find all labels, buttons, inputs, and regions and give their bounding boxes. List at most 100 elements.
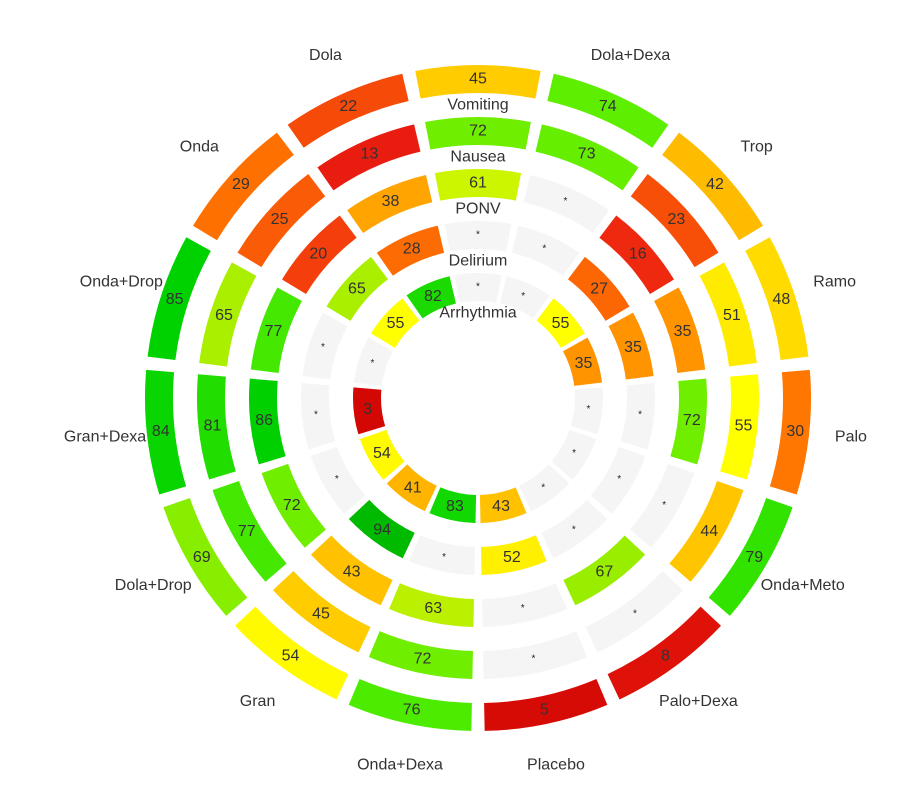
segment-value-label: *	[476, 282, 480, 293]
ring-segment-vomiting-6	[607, 606, 721, 700]
ring-segment-nausea-11	[197, 374, 236, 480]
ring-segment-ponv-4	[670, 378, 707, 465]
ring-segment-nausea-1	[535, 124, 639, 191]
ring-segment-delirium-11	[300, 383, 336, 450]
ring-segment-vomiting-2	[662, 132, 763, 241]
ring-segment-vomiting-12	[147, 237, 211, 361]
ring-segment-delirium-7	[480, 535, 547, 575]
segment-value-label: 3	[363, 401, 372, 418]
segment-value-label: 51	[723, 307, 741, 324]
segment-value-label: 67	[595, 563, 613, 580]
ring-segment-arrhythmia-7	[479, 487, 527, 523]
ring-segment-delirium-13	[326, 256, 389, 321]
ring-segment-ponv-11	[249, 378, 286, 465]
ring-segment-delirium-5	[590, 446, 646, 514]
segment-value-label: *	[442, 552, 446, 563]
ring-segment-nausea-9	[272, 571, 371, 653]
ring-segment-ponv-12	[250, 287, 302, 373]
ring-segment-nausea-4	[720, 374, 759, 480]
ring-segment-arrhythmia-10	[359, 429, 405, 480]
ring-segment-arrhythmia-8	[429, 487, 477, 523]
segment-value-label: 35	[674, 323, 692, 340]
ring-segment-ponv-0	[434, 169, 522, 201]
segment-value-label: 77	[265, 323, 283, 340]
ring-segment-delirium-10	[310, 446, 366, 514]
ring-segment-arrhythmia-14	[406, 276, 456, 319]
segment-value-label: 61	[469, 175, 487, 192]
segment-value-label: 73	[578, 146, 596, 163]
segment-value-label: *	[662, 500, 666, 511]
ring-segment-delirium-9	[348, 499, 415, 559]
treatment-label: Gran	[240, 693, 276, 710]
ring-segment-ponv-6	[563, 535, 646, 606]
segment-value-label: 54	[373, 445, 391, 462]
ring-segment-nausea-12	[199, 262, 257, 367]
segment-value-label: 54	[282, 648, 300, 665]
ring-segment-delirium-8	[409, 535, 476, 575]
ring-segment-vomiting-10	[163, 498, 248, 616]
segment-value-label: *	[541, 482, 545, 493]
ring-segment-nausea-10	[212, 480, 287, 582]
segment-value-label: 42	[706, 176, 724, 193]
treatment-label: Onda+Meto	[761, 577, 845, 594]
ring-segment-vomiting-3	[745, 237, 809, 361]
ring-segment-nausea-13	[237, 174, 326, 268]
segment-value-label: 43	[343, 563, 361, 580]
ring-name-label: PONV	[455, 201, 501, 218]
ring-segment-ponv-10	[261, 463, 326, 548]
ring-segment-ponv-13	[282, 215, 357, 295]
treatment-label: Trop	[741, 139, 773, 156]
ring-segment-arrhythmia-9	[386, 464, 437, 512]
segment-value-label: 35	[575, 355, 593, 372]
ring-segment-delirium-12	[302, 312, 348, 380]
ring-segment-nausea-7	[483, 631, 588, 679]
segment-value-label: 38	[382, 193, 400, 210]
segment-value-label: 81	[204, 417, 222, 434]
segment-value-label: *	[532, 654, 536, 665]
segment-value-label: 28	[403, 241, 421, 258]
segment-value-label: 45	[469, 71, 487, 88]
segment-value-label: *	[321, 342, 325, 353]
segment-value-label: 83	[446, 498, 464, 515]
ring-segment-delirium-0	[444, 220, 512, 252]
segment-value-label: 44	[700, 523, 718, 540]
segment-value-label: 43	[492, 498, 510, 515]
segment-value-label: 55	[735, 417, 753, 434]
ring-segment-delirium-6	[541, 499, 608, 559]
ring-segment-nausea-14	[317, 124, 421, 191]
treatment-label: Dola+Dexa	[591, 47, 671, 64]
segment-value-label: 45	[312, 606, 330, 623]
ring-segment-vomiting-4	[769, 369, 812, 495]
segment-value-label: 77	[238, 523, 256, 540]
ring-segment-ponv-1	[523, 175, 609, 234]
segment-value-label: *	[586, 404, 590, 415]
segment-value-label: 30	[786, 423, 804, 440]
ring-segment-delirium-4	[620, 383, 655, 450]
ring-name-label: Delirium	[449, 253, 508, 270]
segment-value-label: 25	[271, 211, 289, 228]
segment-value-label: 48	[772, 291, 790, 308]
segment-value-label: 74	[599, 98, 617, 115]
segment-value-label: 84	[152, 423, 170, 440]
segment-value-label: 27	[590, 280, 608, 297]
ring-segment-vomiting-13	[193, 132, 294, 241]
ring-segment-ponv-7	[482, 583, 567, 627]
segment-value-label: *	[476, 230, 480, 241]
segment-value-label: 35	[624, 339, 642, 356]
segment-value-label: *	[617, 474, 621, 485]
segment-value-label: 16	[629, 246, 647, 263]
ring-name-label: Vomiting	[447, 97, 508, 114]
ring-segment-ponv-3	[654, 287, 706, 373]
segment-value-label: *	[633, 609, 637, 620]
ring-segment-nausea-8	[368, 631, 473, 679]
segment-value-label: *	[563, 196, 567, 207]
segment-value-label: 8	[661, 648, 670, 665]
ring-segment-arrhythmia-1	[500, 276, 550, 319]
segment-value-label: 13	[361, 146, 379, 163]
segment-value-label: 65	[348, 280, 366, 297]
ring-segment-delirium-3	[608, 312, 654, 380]
segment-value-label: *	[521, 291, 525, 302]
segment-value-label: 41	[404, 479, 422, 496]
treatment-label: Onda+Dexa	[357, 756, 443, 773]
